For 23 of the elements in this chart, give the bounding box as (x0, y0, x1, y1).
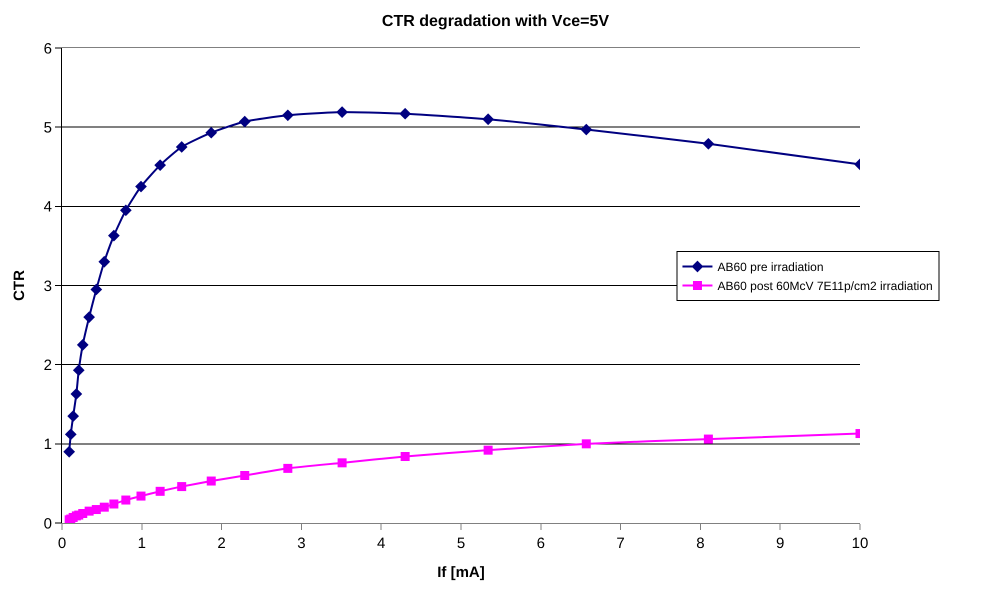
x-tick-label: 7 (616, 535, 625, 552)
y-tick-label: 6 (44, 40, 52, 58)
y-tick-label: 1 (44, 436, 52, 454)
y-tick-label: 3 (44, 278, 52, 295)
y-tick-label: 2 (44, 356, 52, 374)
x-tick-label: 9 (776, 535, 784, 552)
x-tick-label: 5 (456, 535, 466, 552)
y-axis-title: CTR (10, 270, 28, 301)
y-tick-label: 5 (44, 119, 52, 136)
y-tick-label: 4 (44, 198, 52, 216)
y-tick-label: 0 (44, 515, 52, 532)
chart-title: CTR degradation with Vce=5V (382, 13, 610, 30)
x-tick-label: 2 (217, 535, 226, 552)
x-tick-label: 8 (696, 535, 705, 552)
legend-label: AB60 pre irradiation (717, 260, 824, 274)
x-tick-label: 0 (58, 535, 66, 552)
x-tick-label: 1 (138, 535, 146, 552)
x-tick-label: 10 (852, 535, 868, 552)
x-tick-label: 3 (297, 535, 306, 552)
x-tick-label: 4 (377, 535, 386, 552)
x-axis-title: If [mA] (437, 564, 485, 581)
legend-label: AB60 post 60McV 7E11p/cm2 irradiation (717, 279, 933, 294)
x-tick-label: 6 (536, 535, 545, 552)
